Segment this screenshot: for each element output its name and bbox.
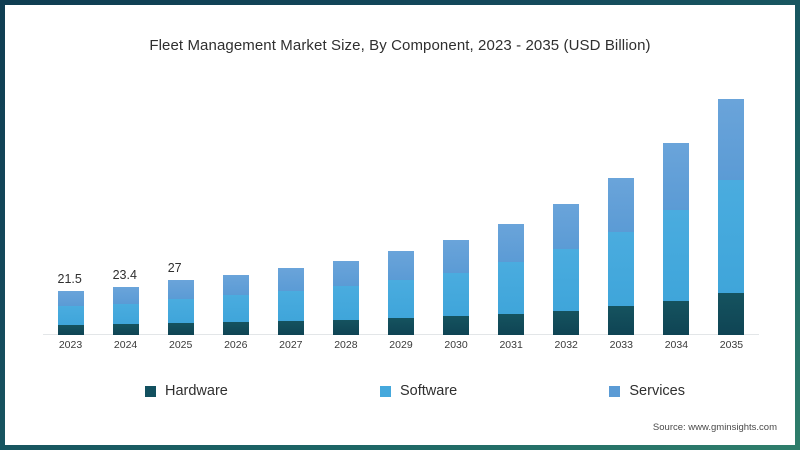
stacked-bar[interactable]: 27: [167, 261, 194, 335]
chart-title: Fleet Management Market Size, By Compone…: [149, 37, 651, 54]
stacked-bar[interactable]: [663, 143, 690, 335]
bar-segment-hardware[interactable]: [718, 293, 745, 335]
bar-segment-services[interactable]: [663, 143, 690, 210]
stacked-bar[interactable]: [222, 274, 249, 335]
bar-segment-services[interactable]: [498, 224, 525, 263]
stacked-bar[interactable]: [332, 260, 359, 335]
bar-column[interactable]: 21.5: [57, 80, 84, 335]
bar-segment-software[interactable]: [608, 232, 635, 307]
legend-swatch-icon: [145, 385, 156, 397]
plot-area: 21.5 23.4 27: [43, 80, 759, 335]
bar-segment-hardware[interactable]: [57, 325, 84, 335]
bar-segment-software[interactable]: [718, 180, 745, 294]
legend-label: Software: [400, 383, 458, 399]
bar-segment-services[interactable]: [112, 287, 139, 304]
bar-segment-hardware[interactable]: [498, 313, 525, 335]
legend-swatch-icon: [380, 385, 391, 397]
source-attribution: Source: www.gminsights.com: [652, 422, 777, 433]
x-tick-2031: 2031: [499, 339, 523, 351]
bar-column[interactable]: 23.4: [112, 80, 139, 335]
bar-column[interactable]: [663, 80, 690, 335]
x-tick-2025: 2025: [168, 339, 193, 351]
stacked-bar[interactable]: [608, 177, 635, 335]
stacked-bar[interactable]: [277, 268, 304, 335]
bar-segment-hardware[interactable]: [112, 324, 139, 335]
chart-legend: Hardware Software Services: [145, 383, 685, 399]
bar-value-label: 23.4: [112, 268, 137, 283]
bar-segment-services[interactable]: [277, 268, 304, 292]
stacked-bar[interactable]: [443, 239, 470, 335]
stacked-bar[interactable]: [553, 204, 580, 335]
bar-column[interactable]: 27: [167, 80, 194, 335]
x-tick-2024: 2024: [113, 339, 138, 351]
stacked-bar[interactable]: [718, 98, 745, 335]
bar-segment-software[interactable]: [277, 291, 304, 321]
bar-segment-software[interactable]: [167, 298, 194, 323]
stacked-bar[interactable]: 21.5: [57, 272, 84, 335]
bar-segment-software[interactable]: [663, 209, 690, 301]
bar-segment-software[interactable]: [498, 262, 525, 314]
legend-item-hardware[interactable]: Hardware: [145, 383, 228, 399]
x-tick-2033: 2033: [609, 339, 633, 351]
bar-segment-hardware[interactable]: [388, 318, 414, 335]
bar-column[interactable]: [388, 80, 414, 335]
bar-segment-software[interactable]: [332, 286, 359, 320]
x-tick-2028: 2028: [334, 339, 358, 351]
bar-column[interactable]: [498, 80, 525, 335]
stacked-bar[interactable]: 23.4: [112, 268, 139, 335]
legend-label: Services: [629, 383, 685, 399]
bar-segment-hardware[interactable]: [332, 319, 359, 335]
bar-column[interactable]: [277, 80, 304, 335]
bar-segment-services[interactable]: [443, 239, 470, 273]
legend-item-software[interactable]: Software: [380, 383, 457, 399]
bar-segment-hardware[interactable]: [277, 320, 304, 335]
bar-segment-services[interactable]: [608, 177, 635, 233]
bar-segment-services[interactable]: [57, 291, 84, 307]
bar-segment-services[interactable]: [167, 279, 194, 299]
bar-segment-hardware[interactable]: [443, 316, 470, 335]
bar-segment-services[interactable]: [222, 274, 249, 296]
legend-item-services[interactable]: Services: [609, 383, 685, 399]
bar-column[interactable]: [222, 80, 249, 335]
bar-column[interactable]: [332, 80, 359, 335]
bar-segment-software[interactable]: [222, 295, 249, 323]
bar-value-label: 27: [167, 260, 182, 275]
x-tick-2029: 2029: [389, 339, 413, 351]
legend-swatch-icon: [609, 385, 621, 397]
x-tick-2026: 2026: [224, 339, 248, 351]
bar-segment-software[interactable]: [57, 306, 84, 326]
bar-segment-services[interactable]: [388, 250, 414, 280]
stacked-bar[interactable]: [498, 224, 525, 335]
bar-segment-hardware[interactable]: [167, 322, 194, 335]
x-tick-2035: 2035: [719, 339, 744, 351]
bar-segment-hardware[interactable]: [608, 306, 635, 335]
bar-segment-software[interactable]: [553, 249, 580, 311]
x-tick-2032: 2032: [554, 339, 578, 351]
x-tick-2030: 2030: [444, 339, 468, 351]
bar-column[interactable]: [443, 80, 470, 335]
bar-column[interactable]: [608, 80, 635, 335]
bar-segment-software[interactable]: [112, 303, 139, 325]
bar-segment-hardware[interactable]: [553, 310, 580, 335]
bar-segment-services[interactable]: [718, 98, 745, 181]
legend-label: Hardware: [165, 383, 228, 399]
chart-canvas: Fleet Management Market Size, By Compone…: [5, 5, 795, 445]
bar-segment-hardware[interactable]: [663, 300, 690, 335]
bar-value-label: 21.5: [57, 272, 82, 287]
x-axis-tick-labels: 2023 2024 2025 2026 2027 2028 2029 2030 2031 2032…: [43, 339, 759, 359]
x-tick-2034: 2034: [664, 339, 689, 351]
bar-segment-services[interactable]: [332, 260, 359, 287]
bar-segment-hardware[interactable]: [222, 322, 249, 335]
bar-segment-services[interactable]: [553, 204, 580, 250]
stacked-bar[interactable]: [388, 250, 414, 335]
x-tick-2027: 2027: [279, 339, 303, 351]
bar-column[interactable]: [553, 80, 580, 335]
bar-segment-software[interactable]: [443, 272, 470, 317]
bar-segment-software[interactable]: [388, 279, 414, 319]
x-tick-2023: 2023: [58, 339, 83, 351]
bar-column[interactable]: [718, 80, 745, 335]
